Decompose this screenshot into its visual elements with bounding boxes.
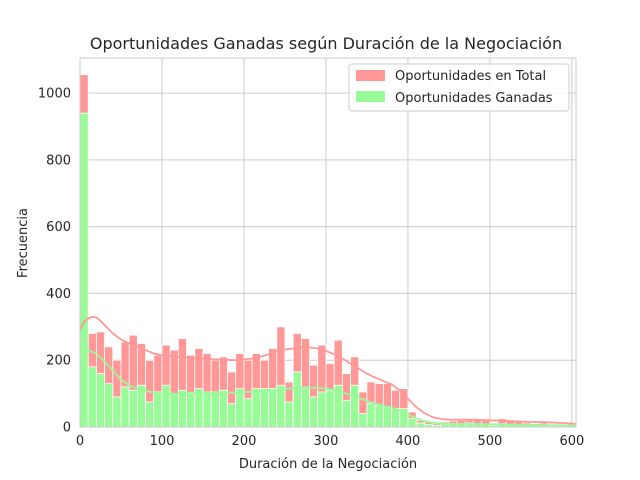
bar-won bbox=[202, 391, 212, 428]
bar-won bbox=[136, 384, 146, 428]
y-tick-label: 600 bbox=[46, 220, 71, 235]
bar-won bbox=[284, 401, 294, 428]
bar-won bbox=[268, 388, 278, 428]
x-tick-label: 200 bbox=[232, 434, 257, 449]
x-tick-label: 0 bbox=[76, 434, 84, 449]
axes-frame bbox=[79, 57, 577, 428]
legend-swatch-won bbox=[356, 91, 385, 102]
chart-title: Oportunidades Ganadas según Duración de … bbox=[90, 34, 562, 53]
y-tick-label: 200 bbox=[46, 354, 71, 369]
bar-won bbox=[251, 388, 261, 428]
bar-won bbox=[391, 408, 401, 428]
y-tick-label: 400 bbox=[46, 287, 71, 302]
bar-won bbox=[145, 401, 155, 428]
y-axis-label: Frecuencia bbox=[16, 208, 31, 278]
x-tick-label: 500 bbox=[478, 434, 503, 449]
bar-won bbox=[194, 388, 204, 428]
bar-won bbox=[95, 373, 105, 428]
bar-won bbox=[350, 384, 360, 428]
bar-won bbox=[309, 396, 319, 428]
bar-won bbox=[292, 371, 302, 428]
bar-won bbox=[382, 406, 392, 428]
bar-won bbox=[87, 366, 97, 428]
bar-won bbox=[235, 388, 245, 428]
legend-label-total: Oportunidades en Total bbox=[395, 69, 546, 84]
plot-area: 0 100 200 300 400 500 600 0 200 400 600 800 1000 bbox=[38, 57, 584, 449]
bar-won bbox=[374, 404, 384, 428]
x-tick-label: 300 bbox=[314, 434, 339, 449]
bar-won bbox=[227, 403, 237, 428]
legend: Oportunidades en Total Oportunidades Gan… bbox=[348, 63, 570, 112]
legend-frame bbox=[348, 63, 570, 112]
bar-won bbox=[186, 393, 196, 428]
bar-won bbox=[358, 413, 368, 428]
bar-won bbox=[169, 393, 179, 428]
bar-won bbox=[366, 403, 376, 428]
bar-won bbox=[259, 388, 269, 428]
bar-won bbox=[210, 391, 220, 428]
legend-label-won: Oportunidades Ganadas bbox=[395, 91, 553, 106]
bar-won bbox=[177, 389, 187, 428]
bar-won bbox=[300, 386, 310, 428]
bar-won bbox=[128, 389, 138, 428]
bar-won bbox=[161, 384, 171, 428]
bar-won bbox=[218, 389, 228, 428]
bar-won bbox=[415, 422, 425, 428]
y-tick-label: 0 bbox=[63, 421, 71, 436]
bar-won bbox=[276, 384, 286, 428]
kde-line-total bbox=[79, 315, 577, 425]
legend-swatch-total bbox=[356, 70, 385, 81]
bar-won bbox=[79, 112, 89, 428]
bar-won bbox=[104, 383, 114, 428]
bar-won bbox=[325, 389, 335, 428]
bar-won bbox=[317, 391, 327, 428]
bar-won bbox=[407, 418, 417, 428]
kde-line-won bbox=[79, 349, 576, 427]
x-axis-label: Duración de la Negociación bbox=[239, 457, 417, 472]
bar-won bbox=[112, 396, 122, 428]
y-tick-label: 1000 bbox=[38, 87, 71, 102]
x-tick-label: 400 bbox=[396, 434, 421, 449]
bar-won bbox=[341, 399, 351, 428]
x-tick-label: 100 bbox=[150, 434, 175, 449]
bar-won bbox=[120, 386, 130, 428]
bar-won bbox=[153, 391, 163, 428]
bar-won bbox=[243, 398, 253, 428]
x-tick-label: 600 bbox=[559, 434, 584, 449]
y-tick-label: 800 bbox=[46, 153, 71, 168]
